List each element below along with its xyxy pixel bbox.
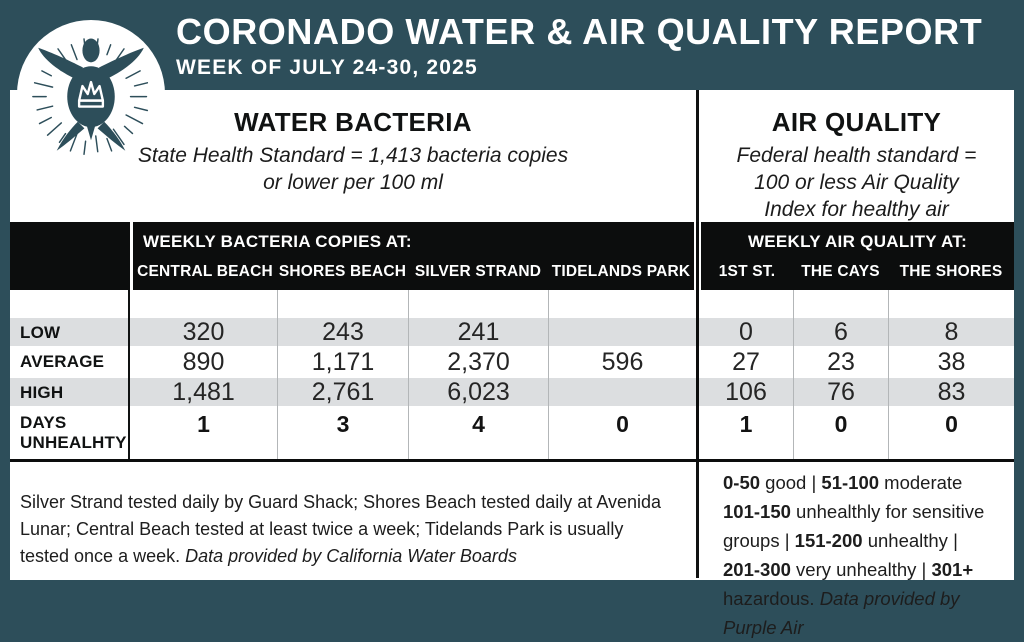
cell-avg-the-shores: 38: [888, 346, 1014, 378]
cell-high-tidelands-park: [548, 378, 696, 407]
cell-high-the-cays: 76: [793, 378, 888, 407]
table-row-high: HIGH 1,481 2,761 6,023 106 76 83: [10, 378, 1014, 407]
report-body: WATER BACTERIA State Health Standard = 1…: [10, 90, 1014, 638]
water-group-title: WEEKLY BACTERIA COPIES AT:: [143, 232, 412, 251]
water-standard-line1: State Health Standard = 1,413 bacteria c…: [137, 144, 569, 167]
table-row-low: LOW 320 243 241 0 6 8: [10, 318, 1014, 347]
air-columns-header: WEEKLY AIR QUALITY AT: 1ST ST. THE CAYS …: [701, 222, 1014, 290]
air-standard-line2: 100 or less Air Quality: [754, 171, 959, 194]
cell-avg-shores-beach: 1,171: [277, 346, 408, 378]
row-label: AVERAGE: [10, 346, 130, 378]
cell-high-shores-beach: 2,761: [277, 378, 408, 407]
air-standard-text: Federal health standard = 100 or less Ai…: [707, 142, 1006, 223]
column-header-the-shores: THE SHORES: [899, 263, 1003, 280]
cell-high-1st-st: 106: [725, 378, 767, 406]
column-header-the-cays: THE CAYS: [801, 263, 880, 280]
table-row-days-unhealthy: DAYS UNHEALHTY 1 3 4 0 1 0 0: [10, 406, 1014, 459]
air-quality-intro: AIR QUALITY Federal health standard = 10…: [696, 90, 1014, 222]
air-standard-line3: Index for healthy air: [764, 198, 949, 221]
aqi-legend-line1: 0-50 good | 51-100 moderate: [723, 472, 963, 493]
water-bacteria-intro: WATER BACTERIA State Health Standard = 1…: [10, 90, 696, 222]
water-standard-text: State Health Standard = 1,413 bacteria c…: [10, 142, 696, 196]
aqi-legend-line3: groups | 151-200 unhealthy |: [723, 530, 958, 551]
aqi-legend-line4: 201-300 very unhealthy | 301+: [723, 559, 974, 580]
cell-low-central-beach: 320: [182, 318, 225, 346]
page-title: CORONADO WATER & AIR QUALITY REPORT: [176, 11, 983, 52]
table-row-average: AVERAGE 890 1,171 2,370 596 27 23 38: [10, 346, 1014, 378]
row-label: LOW: [10, 318, 130, 347]
air-group-title: WEEKLY AIR QUALITY AT:: [747, 232, 968, 251]
air-standard-line1: Federal health standard =: [736, 144, 977, 167]
cell-avg-tidelands-park: 596: [548, 346, 696, 378]
row-label: HIGH: [10, 378, 130, 407]
air-quality-heading: AIR QUALITY: [771, 107, 942, 137]
cell-low-tidelands-park: [548, 318, 696, 347]
cell-days-the-cays: 0: [793, 406, 888, 459]
cell-avg-silver-strand: 2,370: [408, 346, 548, 378]
column-header-central-beach: CENTRAL BEACH: [137, 263, 273, 280]
cell-days-silver-strand: 4: [408, 406, 548, 459]
footnotes-section: Silver Strand tested daily by Guard Shac…: [10, 462, 1014, 638]
aqi-legend-line5: hazardous. Data provided by Purple Air: [723, 588, 960, 638]
cell-days-central-beach: 1: [197, 411, 210, 437]
cell-avg-the-cays: 23: [793, 346, 888, 378]
table-bottom-rule: [10, 459, 1014, 462]
column-header-1st-st: 1ST ST.: [718, 263, 776, 280]
water-note-text: Silver Strand tested daily by Guard Shac…: [20, 492, 662, 566]
report-week: WEEK OF JULY 24-30, 2025: [176, 56, 478, 79]
water-standard-line2: or lower per 100 ml: [263, 171, 443, 194]
cell-days-tidelands-park: 0: [548, 406, 696, 459]
report-header: CORONADO WATER & AIR QUALITY REPORT WEEK…: [0, 0, 1024, 168]
cell-high-silver-strand: 6,023: [408, 378, 548, 407]
water-bacteria-heading: WATER BACTERIA: [234, 107, 472, 137]
section-divider: [696, 222, 699, 290]
cell-avg-1st-st: 27: [732, 347, 760, 376]
coronado-logo: [17, 20, 165, 168]
standards-section: WATER BACTERIA State Health Standard = 1…: [10, 90, 1014, 222]
aqi-legend: 0-50 good | 51-100 moderate 101-150 unhe…: [696, 462, 1014, 638]
column-header-tidelands-park: TIDELANDS PARK: [551, 263, 691, 280]
row-label: DAYS UNHEALHTY: [10, 406, 130, 459]
row-label-header-cell: [10, 222, 130, 290]
cell-low-shores-beach: 243: [277, 318, 408, 347]
cell-low-1st-st: 0: [739, 318, 753, 346]
cell-days-shores-beach: 3: [277, 406, 408, 459]
aqi-legend-line2: 101-150 unhealthly for sensitive: [723, 501, 985, 522]
cell-low-the-cays: 6: [793, 318, 888, 347]
water-testing-note: Silver Strand tested daily by Guard Shac…: [10, 462, 696, 578]
header-titles: CORONADO WATER & AIR QUALITY REPORT WEEK…: [0, 0, 1024, 80]
table-spacer-row: [10, 290, 1014, 318]
cell-days-1st-st: 1: [739, 411, 753, 437]
cell-low-the-shores: 8: [888, 318, 1014, 347]
sea-turtle-crown-icon: [32, 38, 149, 156]
water-columns-header: WEEKLY BACTERIA COPIES AT: CENTRAL BEACH…: [133, 222, 694, 290]
column-header-shores-beach: SHORES BEACH: [278, 263, 407, 280]
cell-high-central-beach: 1,481: [172, 378, 235, 406]
cell-days-the-shores: 0: [888, 406, 1014, 459]
table-header-band: WEEKLY BACTERIA COPIES AT: CENTRAL BEACH…: [10, 222, 1014, 290]
cell-high-the-shores: 83: [888, 378, 1014, 407]
cell-low-silver-strand: 241: [408, 318, 548, 347]
sunburst-icon: [32, 38, 149, 156]
cell-avg-central-beach: 890: [182, 347, 225, 376]
column-header-silver-strand: SILVER STRAND: [414, 263, 542, 280]
water-data-source: Data provided by California Water Boards: [185, 546, 517, 566]
